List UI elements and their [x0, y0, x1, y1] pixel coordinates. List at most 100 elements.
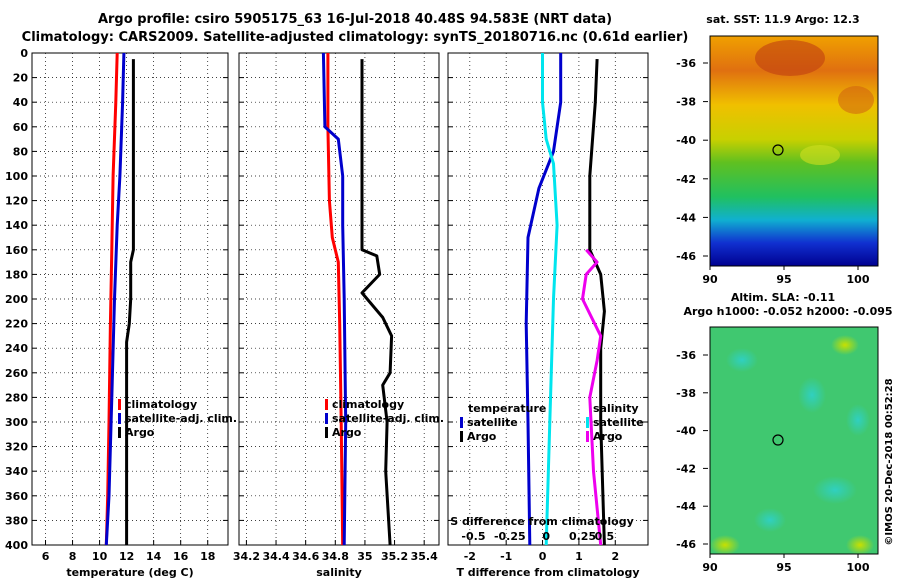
map-x-tick-label: 95 — [776, 561, 791, 574]
x-tick-label: 8 — [69, 550, 77, 563]
y-tick-label: 220 — [5, 318, 28, 331]
figure-title-line2: Climatology: CARS2009. Satellite-adjuste… — [22, 30, 689, 45]
map-x-tick-label: 100 — [847, 561, 870, 574]
map-y-tick-label: -36 — [676, 57, 696, 70]
y-tick-label: 340 — [5, 465, 28, 478]
legend-label-temperature: satellite — [467, 416, 518, 429]
legend-label-salinity: salinity — [593, 402, 639, 415]
legend-label: climatology — [125, 398, 197, 411]
sla-axes: -36 -38 -40 -42 -44 -46 90 95 100 — [676, 349, 870, 574]
legend-swatch — [118, 399, 121, 410]
x-axis-label: salinity — [316, 566, 362, 579]
y-tick-label: 260 — [5, 367, 28, 380]
map-y-tick-label: -38 — [676, 96, 696, 109]
series-line-satellite-adj-clim- — [104, 52, 126, 546]
sst-green-patch — [800, 145, 840, 165]
legend-swatch — [325, 413, 328, 424]
figure-title-line1: Argo profile: csiro 5905175_63 16-Jul-20… — [98, 12, 612, 27]
legend-label-salinity: satellite — [593, 416, 644, 429]
series-line-salinity-argo — [581, 248, 603, 546]
sst-map-frame — [709, 35, 879, 267]
x-tick-label: 34.2 — [233, 550, 260, 563]
legend-label-temperature: temperature — [468, 402, 546, 415]
x-tick-label: 6 — [42, 550, 50, 563]
map-y-tick-label: -44 — [676, 211, 696, 224]
legend-swatch — [460, 417, 463, 428]
legend-swatch — [460, 431, 463, 442]
y-tick-label: 20 — [13, 72, 29, 85]
series-line-argo — [125, 59, 135, 545]
map-y-tick-label: -44 — [676, 500, 696, 513]
x-tick-label: 10 — [92, 550, 108, 563]
map-y-tick-label: -42 — [676, 462, 696, 475]
legend-swatch — [586, 431, 589, 442]
legend-label: climatology — [332, 398, 404, 411]
legend-label: satellite-adj. clim. — [125, 412, 237, 425]
x-tick-label: 34.4 — [262, 550, 289, 563]
x-tick-label-secondary: 0.5 — [595, 530, 615, 543]
y-tick-label: 80 — [13, 145, 29, 158]
y-tick-label: 160 — [5, 244, 28, 257]
y-tick-label: 0 — [20, 47, 28, 60]
y-tick-label: 320 — [5, 441, 28, 454]
legend-swatch — [118, 413, 121, 424]
x-axis-label: T difference from climatology — [456, 566, 639, 579]
sst-map-title: sat. SST: 11.9 Argo: 12.3 — [706, 13, 859, 26]
series-line-temperature-argo — [588, 59, 606, 546]
series-line-salinity-satellite — [541, 53, 559, 546]
x-tick-label: 34.8 — [322, 550, 349, 563]
sla-anomaly — [813, 476, 857, 504]
series-line-satellite-adj-clim- — [321, 52, 348, 546]
legend-label-temperature: Argo — [467, 430, 497, 443]
sla-anomaly — [754, 508, 786, 532]
map-x-tick-label: 100 — [847, 273, 870, 286]
x-tick-label: 2 — [611, 550, 619, 563]
map-y-tick-label: -46 — [676, 538, 696, 551]
legend-label: Argo — [332, 426, 362, 439]
series-line-temperature-satellite — [524, 53, 563, 546]
legend-label: satellite-adj. clim. — [332, 412, 444, 425]
y-tick-label: 100 — [5, 170, 28, 183]
sla-anomaly — [831, 335, 859, 355]
x-tick-label-secondary: -0.5 — [461, 530, 485, 543]
y-tick-label: 360 — [5, 490, 28, 503]
panel-salinity: 34.2 34.4 34.6 34.8 35 35.2 35.4 salinity climat… — [233, 52, 444, 579]
sla-map — [709, 326, 879, 555]
sst-axes: -36 -38 -40 -42 -44 -46 90 95 100 — [676, 57, 870, 286]
legend-swatch — [586, 417, 589, 428]
y-tick-label: 180 — [5, 268, 28, 281]
x-tick-label: 35 — [357, 550, 372, 563]
sla-anomaly — [710, 535, 740, 555]
legend-label: Argo — [125, 426, 155, 439]
map-y-tick-label: -42 — [676, 173, 696, 186]
x-axis-label-secondary: S difference from climatology — [450, 515, 634, 528]
x-tick-label: 34.6 — [292, 550, 319, 563]
sla-anomaly — [846, 535, 874, 555]
map-y-tick-label: -40 — [676, 134, 696, 147]
panel-temperature: 0 20 40 60 80 100 120 140 160 180 200 220 240 260 280 3… — [5, 47, 237, 579]
map-x-tick-label: 90 — [702, 561, 718, 574]
x-tick-label-secondary: 0 — [542, 530, 550, 543]
map-y-tick-label: -38 — [676, 387, 696, 400]
x-tick-label-secondary: -0.25 — [494, 530, 526, 543]
sla-map-frame — [709, 326, 879, 555]
x-tick-label: 18 — [200, 550, 215, 563]
legend-swatch — [325, 427, 328, 438]
y-tick-label: 380 — [5, 514, 28, 527]
x-tick-label: 35.2 — [381, 550, 408, 563]
profile-panels: 0204060801001201401601802002202402602803… — [5, 47, 649, 579]
series-line-climatology — [326, 53, 345, 546]
y-tick-label: 120 — [5, 195, 28, 208]
series-line-argo — [360, 59, 394, 546]
map-x-tick-label: 95 — [776, 273, 791, 286]
map-y-tick-label: -46 — [676, 250, 696, 263]
sst-warm-patch — [755, 40, 825, 76]
legend-label-salinity: Argo — [593, 430, 623, 443]
y-tick-label: 280 — [5, 391, 28, 404]
x-tick-label-secondary: 0.25 — [569, 530, 596, 543]
map-y-tick-label: -40 — [676, 425, 696, 438]
sla-map-title2: Argo h1000: -0.052 h2000: -0.095 — [683, 305, 892, 318]
y-tick-label: 300 — [5, 416, 28, 429]
x-tick-label: -1 — [500, 550, 512, 563]
